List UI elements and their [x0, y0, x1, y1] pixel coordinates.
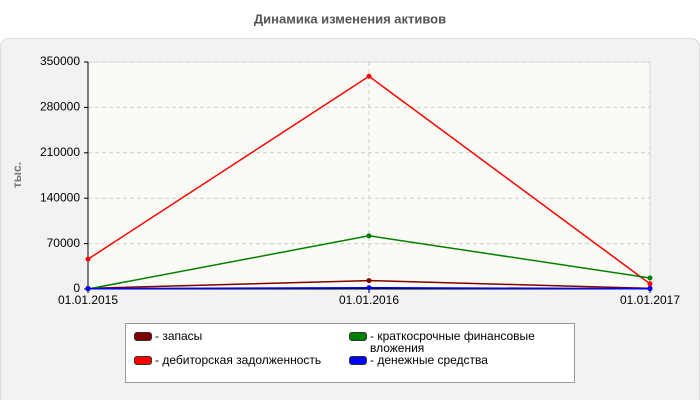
point [85, 286, 91, 292]
legend-swatch [349, 332, 367, 341]
y-tick-label: 280000 [40, 100, 80, 114]
legend-swatch [349, 356, 367, 365]
legend: - запасы - дебиторская задолженность - кра… [125, 323, 575, 383]
point [366, 233, 372, 239]
point [85, 256, 91, 262]
point [647, 286, 653, 292]
x-tick-label: 01.01.2016 [339, 293, 399, 307]
legend-label: - краткосрочные финансовые вложения [370, 329, 535, 355]
point [366, 285, 372, 291]
legend-label: - запасы [155, 329, 203, 343]
legend-label: - дебиторская задолженность [155, 353, 322, 367]
y-axis-label: тыс. [10, 162, 24, 188]
y-tick-label: 210000 [40, 145, 80, 159]
y-tick-label: 140000 [40, 190, 80, 204]
y-tick-label: 70000 [47, 236, 81, 250]
point [647, 275, 653, 281]
point [647, 281, 653, 287]
legend-label: - денежные средства [370, 353, 488, 367]
point [366, 278, 372, 284]
x-tick-label: 01.01.2015 [58, 293, 118, 307]
y-tick-label: 0 [73, 281, 80, 295]
legend-item: - краткосрочные финансовые вложения [349, 330, 564, 354]
legend-item: - дебиторская задолженность [134, 354, 349, 376]
legend-item: - запасы [134, 330, 349, 354]
x-tick-label: 01.01.2017 [620, 293, 680, 307]
y-tick-label: 350000 [40, 54, 80, 68]
legend-item: - денежные средства [349, 354, 564, 376]
point [366, 73, 372, 79]
chart-title: Динамика изменения активов [254, 11, 446, 26]
legend-swatch [134, 356, 152, 365]
legend-swatch [134, 332, 152, 341]
